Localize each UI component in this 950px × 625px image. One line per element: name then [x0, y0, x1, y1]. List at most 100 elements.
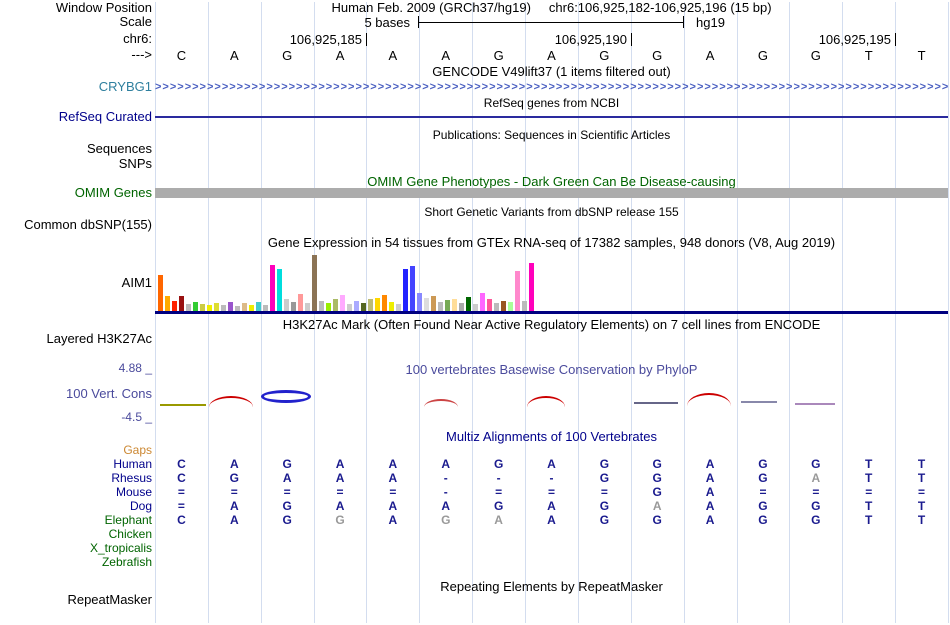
track-label-refseq-curated[interactable]: RefSeq Curated — [58, 109, 152, 124]
gtex-bar[interactable] — [522, 301, 527, 311]
gtex-bar[interactable] — [256, 302, 261, 311]
refseq-track-title[interactable]: RefSeq genes from NCBI — [483, 96, 620, 110]
repeatmasker-track-title[interactable]: Repeating Elements by RepeatMasker — [440, 579, 663, 594]
base-letter: A — [547, 48, 556, 63]
track-label-100-vert-cons[interactable]: 100 Vert. Cons — [66, 386, 152, 401]
gtex-bar[interactable] — [466, 297, 471, 311]
h3k27ac-track-title[interactable]: H3K27Ac Mark (Often Found Near Active Re… — [282, 317, 821, 332]
gtex-bar[interactable] — [424, 298, 429, 311]
track-label-sequences[interactable]: Sequences — [86, 141, 152, 156]
alignment-base: A — [705, 485, 715, 499]
gtex-bar[interactable] — [515, 271, 520, 311]
alignment-base: - — [443, 485, 448, 499]
gtex-bar[interactable] — [403, 269, 408, 311]
multiz-track-title[interactable]: Multiz Alignments of 100 Vertebrates — [445, 429, 657, 444]
gtex-bar[interactable] — [291, 302, 296, 311]
gtex-bar[interactable] — [368, 299, 373, 311]
species-label-elephant[interactable]: Elephant — [104, 513, 152, 527]
gtex-track-title[interactable]: Gene Expression in 54 tissues from GTEx … — [267, 235, 836, 250]
gtex-bar[interactable] — [193, 302, 198, 311]
alignment-base — [684, 443, 737, 457]
gtex-bar[interactable] — [417, 293, 422, 311]
gtex-bar[interactable] — [235, 306, 240, 311]
species-label-rhesus[interactable]: Rhesus — [111, 471, 152, 485]
alignment-base: T — [917, 513, 926, 527]
track-label-repeatmasker[interactable]: RepeatMasker — [67, 592, 152, 607]
species-label-mouse[interactable]: Mouse — [115, 485, 152, 499]
gtex-bar[interactable] — [529, 263, 534, 311]
gtex-bar[interactable] — [375, 298, 380, 311]
gtex-bar[interactable] — [186, 304, 191, 311]
gtex-bar[interactable] — [354, 301, 359, 311]
gtex-bar[interactable] — [298, 294, 303, 311]
alignment-base: = — [759, 485, 767, 499]
gtex-bar[interactable] — [508, 302, 513, 311]
gtex-bar[interactable] — [263, 305, 268, 311]
track-label-snps[interactable]: SNPs — [118, 156, 152, 171]
gtex-bar[interactable] — [319, 301, 324, 311]
gtex-bar[interactable] — [340, 295, 345, 311]
gtex-bar[interactable] — [382, 295, 387, 311]
gtex-bar[interactable] — [207, 305, 212, 311]
gtex-bar[interactable] — [347, 304, 352, 311]
alignment-base — [261, 541, 314, 555]
track-label-common-dbsnp[interactable]: Common dbSNP(155) — [24, 217, 152, 232]
alignment-base: A — [229, 499, 239, 513]
publications-track-title[interactable]: Publications: Sequences in Scientific Ar… — [432, 128, 671, 142]
omim-gene-item[interactable] — [155, 188, 948, 198]
gtex-bar[interactable] — [361, 303, 366, 311]
gtex-bar[interactable] — [284, 299, 289, 311]
alignment-base — [419, 541, 472, 555]
alignment-base: A — [335, 499, 345, 513]
gtex-bar[interactable] — [473, 304, 478, 311]
species-label-chicken[interactable]: Chicken — [108, 527, 152, 541]
omim-track-title[interactable]: OMIM Gene Phenotypes - Dark Green Can Be… — [367, 174, 736, 189]
gtex-gene-model-line[interactable] — [155, 311, 948, 314]
gtex-bar[interactable] — [459, 303, 464, 311]
gtex-bar[interactable] — [312, 255, 317, 311]
alignment-base — [472, 555, 525, 569]
gtex-bar[interactable] — [172, 301, 177, 311]
refseq-curated-item[interactable] — [155, 116, 948, 118]
gtex-bar[interactable] — [333, 299, 338, 311]
gtex-bar[interactable] — [221, 305, 226, 311]
species-label-dog[interactable]: Dog — [129, 499, 152, 513]
gtex-bar[interactable] — [480, 293, 485, 311]
gtex-bar[interactable] — [179, 296, 184, 311]
species-label-human[interactable]: Human — [113, 457, 152, 471]
gtex-bar[interactable] — [165, 296, 170, 311]
gtex-bar[interactable] — [305, 303, 310, 311]
dbsnp-track-title[interactable]: Short Genetic Variants from dbSNP releas… — [424, 205, 679, 219]
gtex-bar[interactable] — [410, 266, 415, 311]
track-label-aim1[interactable]: AIM1 — [121, 275, 152, 290]
gtex-bar[interactable] — [445, 300, 450, 311]
gene-label-crybg1[interactable]: CRYBG1 — [98, 79, 152, 94]
gtex-bar[interactable] — [242, 303, 247, 311]
track-label-omim-genes[interactable]: OMIM Genes — [74, 185, 152, 200]
phylop-track-title[interactable]: 100 vertebrates Basewise Conservation by… — [405, 362, 698, 377]
gtex-bar[interactable] — [396, 304, 401, 311]
gtex-bar[interactable] — [200, 304, 205, 311]
gtex-bar[interactable] — [270, 265, 275, 311]
species-label-x_tropicalis[interactable]: X_tropicalis — [89, 541, 152, 555]
gtex-bar[interactable] — [228, 302, 233, 311]
track-label-layered-h3k27ac[interactable]: Layered H3K27Ac — [46, 331, 152, 346]
species-label-zebrafish[interactable]: Zebrafish — [101, 555, 152, 569]
crybg1-gene-item[interactable]: >>>>>>>>>>>>>>>>>>>>>>>>>>>>>>>>>>>>>>>>… — [155, 82, 948, 93]
gtex-bar[interactable] — [452, 299, 457, 311]
gencode-track-title[interactable]: GENCODE V49lift37 (1 items filtered out) — [432, 64, 671, 79]
gtex-bar[interactable] — [438, 302, 443, 311]
gtex-bar[interactable] — [214, 303, 219, 311]
gtex-bar[interactable] — [494, 303, 499, 311]
species-label-gaps[interactable]: Gaps — [123, 443, 152, 457]
gtex-bar[interactable] — [158, 275, 163, 311]
gtex-bar[interactable] — [389, 302, 394, 311]
gtex-bar[interactable] — [326, 303, 331, 311]
gtex-bar[interactable] — [277, 269, 282, 311]
gtex-bar[interactable] — [249, 305, 254, 311]
gtex-bar[interactable] — [431, 296, 436, 311]
gtex-bar[interactable] — [487, 299, 492, 311]
gtex-bar[interactable] — [501, 301, 506, 311]
